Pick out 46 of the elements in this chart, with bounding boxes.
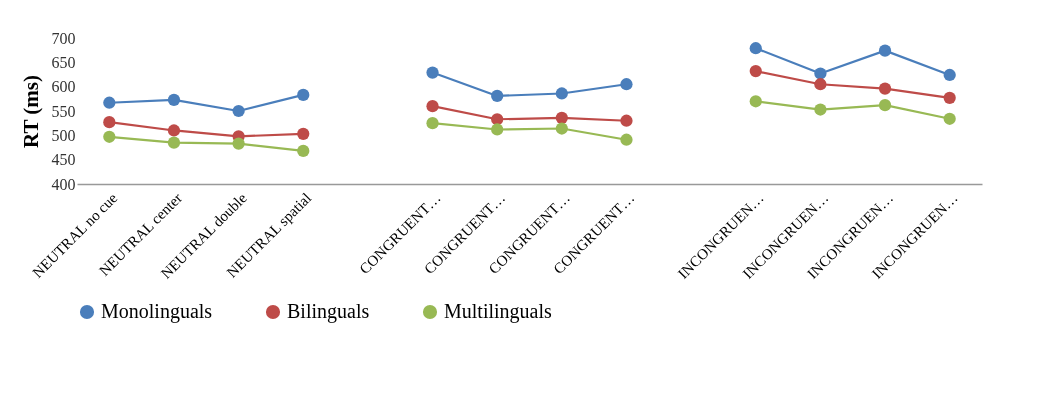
point: [491, 123, 504, 136]
point: [297, 127, 310, 140]
point: [814, 78, 827, 91]
point: [297, 88, 310, 102]
y-tick-label: 600: [51, 78, 76, 96]
y-tick-label: 450: [51, 151, 76, 169]
point: [878, 82, 892, 95]
point: [232, 137, 245, 150]
y-tick-label: 550: [51, 102, 76, 120]
point: [749, 95, 762, 108]
point: [167, 136, 181, 149]
legend-label: Monolinguals: [101, 300, 213, 323]
point: [878, 99, 892, 112]
point: [814, 103, 827, 116]
point: [620, 78, 633, 91]
point: [555, 111, 568, 124]
point: [103, 130, 116, 143]
point: [167, 124, 181, 137]
point: [749, 64, 762, 78]
point: [232, 104, 245, 118]
point: [943, 91, 956, 104]
y-tick-label: 500: [51, 126, 76, 144]
y-tick-label: 700: [51, 29, 76, 47]
point: [426, 66, 439, 79]
point: [491, 113, 504, 126]
point: [943, 112, 956, 125]
y-axis-title: RT (ms): [18, 75, 43, 148]
point: [555, 87, 568, 100]
point: [426, 117, 439, 130]
point: [103, 96, 116, 109]
point: [491, 89, 504, 103]
point: [297, 144, 310, 158]
point: [167, 93, 181, 106]
y-tick-label: 650: [51, 53, 76, 71]
legend-label: Multilinguals: [444, 300, 552, 323]
point: [555, 122, 568, 135]
point: [620, 133, 633, 146]
point: [103, 116, 116, 129]
point: [749, 42, 762, 55]
point: [814, 67, 827, 80]
point: [878, 44, 892, 57]
legend-label: Bilinguals: [287, 300, 370, 323]
point: [943, 68, 956, 82]
point: [620, 114, 633, 127]
y-tick-label: 400: [51, 175, 76, 193]
point: [426, 100, 439, 113]
